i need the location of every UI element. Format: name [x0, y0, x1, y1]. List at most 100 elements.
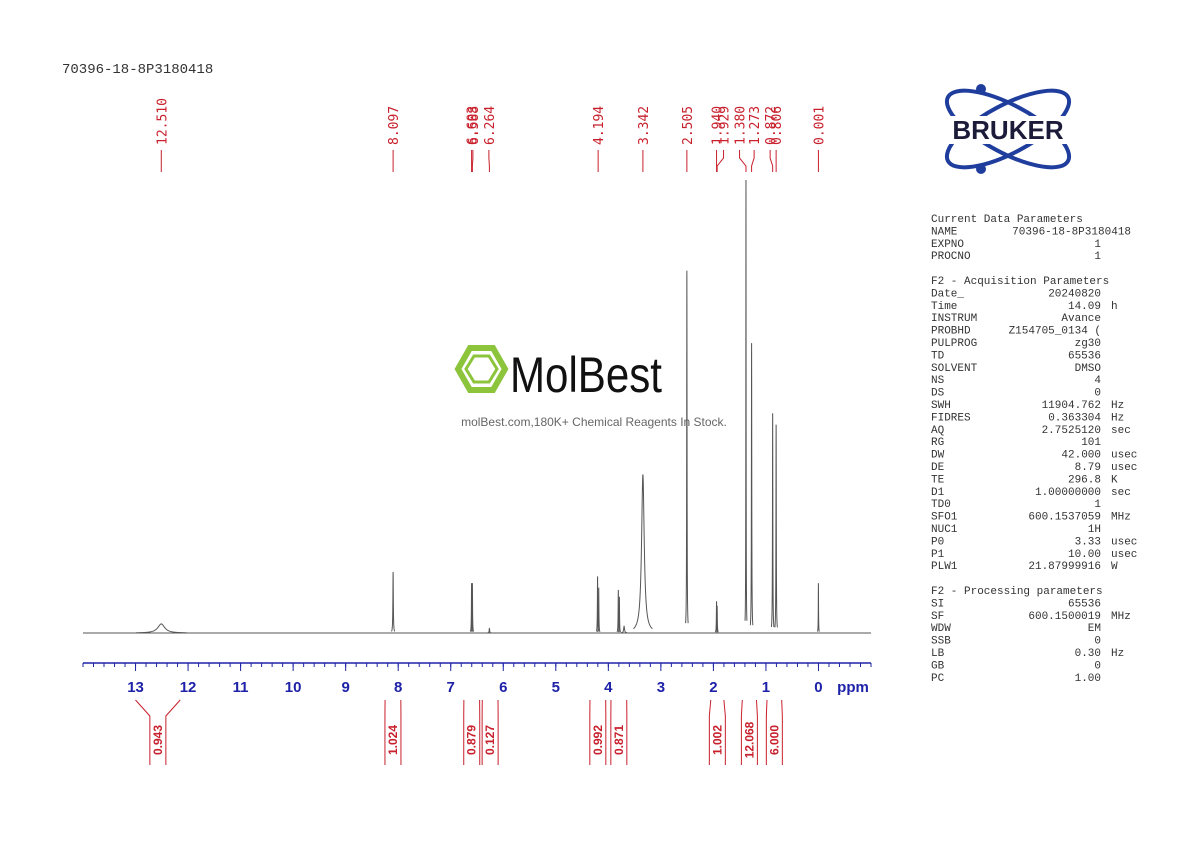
peak-label: 0.806 — [770, 106, 785, 145]
integral-label: 0.943 — [151, 725, 165, 755]
param-name: Date_ — [931, 288, 964, 300]
x-tick-label: 9 — [341, 679, 349, 696]
param-value: DMSO — [1075, 363, 1102, 375]
signal — [470, 583, 475, 632]
param-unit: usec — [1111, 462, 1137, 474]
peak-connector — [471, 150, 474, 172]
x-tick-label: 7 — [447, 679, 455, 696]
signal — [774, 424, 778, 628]
signal — [685, 270, 689, 624]
x-tick-label: 10 — [285, 679, 302, 696]
param-name: SOLVENT — [931, 363, 978, 375]
peak-label: 2.505 — [681, 106, 696, 145]
param-name: SF — [931, 611, 944, 623]
param-value: 1H — [1088, 524, 1101, 536]
signal — [749, 343, 754, 626]
param-unit: Hz — [1111, 648, 1124, 660]
integral-label: 6.000 — [767, 725, 781, 755]
param-unit: K — [1111, 474, 1118, 486]
param-value: 65536 — [1068, 350, 1101, 362]
watermark-tagline: molBest.com,180K+ Chemical Reagents In S… — [461, 415, 727, 429]
param-value: 20240820 — [1048, 288, 1101, 300]
param-unit: sec — [1111, 487, 1131, 499]
signal — [770, 413, 775, 628]
peak-connector — [751, 150, 755, 172]
peak-label: 1.929 — [718, 106, 733, 145]
peak-connector — [769, 150, 774, 172]
param-name: FIDRES — [931, 412, 971, 424]
param-name: LB — [931, 648, 945, 660]
signal — [620, 625, 628, 634]
x-tick-label: 12 — [180, 679, 197, 696]
x-tick-label: 5 — [552, 679, 560, 696]
param-name: PROCNO — [931, 251, 971, 263]
integral-bracket — [708, 699, 726, 765]
x-tick-label: 11 — [233, 679, 249, 696]
param-name: NUC1 — [931, 524, 958, 536]
logo-orbit — [944, 88, 1072, 170]
param-value: 11904.762 — [1042, 400, 1101, 412]
param-name: WDW — [931, 623, 951, 635]
integral-label: 0.879 — [465, 725, 479, 755]
integral-bracket — [740, 699, 758, 765]
peak-label: 6.603 — [466, 106, 481, 145]
x-tick-label: 4 — [604, 679, 613, 696]
integral-bracket — [610, 699, 628, 765]
logo-dot — [976, 84, 986, 94]
param-unit: W — [1111, 561, 1118, 573]
param-value: 0.30 — [1075, 648, 1101, 660]
peak-connector — [488, 150, 490, 172]
param-value: 1 — [1094, 251, 1101, 263]
param-unit: Hz — [1111, 400, 1124, 412]
integral-label: 12.068 — [742, 721, 756, 758]
watermark-text: MolBest — [510, 347, 662, 403]
param-value: 600.1537059 — [1028, 512, 1101, 524]
integral-bracket — [481, 699, 499, 765]
param-value: 70396-18-8P3180418 — [1012, 226, 1131, 238]
param-name: P1 — [931, 549, 945, 561]
bruker-logo: BRUKER — [924, 84, 1092, 174]
param-name: PROBHD — [931, 326, 971, 338]
param-value: 2.7525120 — [1042, 425, 1101, 437]
param-value: EM — [1088, 623, 1101, 635]
param-unit: sec — [1111, 425, 1131, 437]
param-name: Time — [931, 301, 957, 313]
param-value: 101 — [1081, 437, 1101, 449]
param-name: DW — [931, 450, 945, 462]
x-tick-label: 6 — [499, 679, 507, 696]
integral-label: 0.871 — [612, 725, 626, 755]
param-name: TD — [931, 350, 945, 362]
param-value: 296.8 — [1068, 474, 1101, 486]
param-section-title: F2 - Processing parameters — [931, 586, 1103, 598]
peak-label: 0.872 — [764, 106, 779, 145]
param-unit: Hz — [1111, 412, 1124, 424]
param-name: EXPNO — [931, 239, 964, 251]
param-name: GB — [931, 660, 945, 672]
param-value: Avance — [1061, 313, 1101, 325]
integral-bracket — [135, 699, 181, 765]
param-value: 0.363304 — [1048, 412, 1101, 424]
param-value: 1 — [1094, 499, 1101, 511]
param-unit: MHz — [1111, 512, 1131, 524]
watermark-icon — [464, 354, 499, 384]
watermark: MolBest molBest.com,180K+ Chemical Reage… — [454, 345, 727, 429]
param-section-title: Current Data Parameters — [931, 214, 1083, 226]
param-unit: usec — [1111, 450, 1137, 462]
integral-label: 0.127 — [483, 725, 497, 755]
integral-bracket — [384, 699, 402, 765]
x-axis-label: ppm — [837, 679, 869, 696]
param-name: NAME — [931, 226, 958, 238]
signal — [487, 627, 492, 634]
signal — [616, 589, 620, 633]
param-unit: usec — [1111, 536, 1137, 548]
param-name: INSTRUM — [931, 313, 977, 325]
integral-label: 1.002 — [710, 725, 724, 755]
param-name: D1 — [931, 487, 945, 499]
param-value: 3.33 — [1075, 536, 1101, 548]
param-name: DE — [931, 462, 945, 474]
param-value: 600.1500019 — [1028, 611, 1101, 623]
signal — [714, 601, 719, 633]
param-value: 65536 — [1068, 598, 1101, 610]
param-name: SSB — [931, 636, 951, 648]
